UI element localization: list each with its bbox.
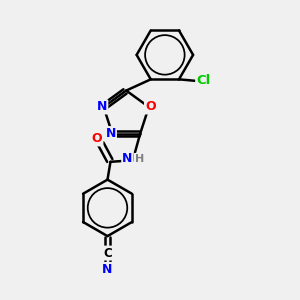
Text: Cl: Cl bbox=[196, 74, 211, 87]
Text: O: O bbox=[145, 100, 156, 113]
Text: N: N bbox=[106, 127, 116, 140]
Text: H: H bbox=[135, 154, 144, 164]
Text: N: N bbox=[102, 263, 113, 276]
Text: O: O bbox=[92, 132, 102, 146]
Text: N: N bbox=[122, 152, 133, 165]
Text: N: N bbox=[97, 100, 107, 113]
Text: C: C bbox=[103, 247, 112, 260]
